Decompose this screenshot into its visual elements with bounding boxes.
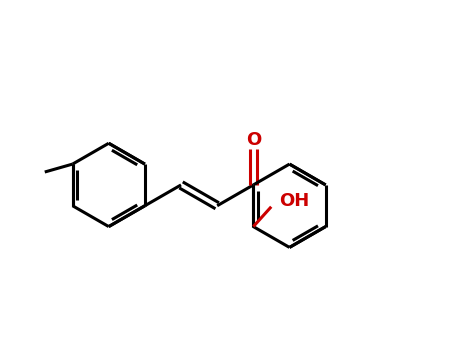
Text: OH: OH bbox=[279, 192, 309, 210]
Text: O: O bbox=[246, 131, 261, 149]
